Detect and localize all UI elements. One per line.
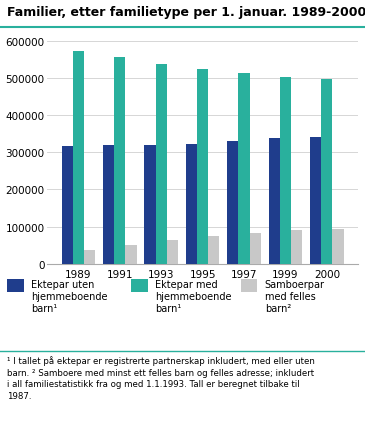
Bar xyxy=(167,241,178,264)
Bar xyxy=(103,146,114,264)
Bar xyxy=(186,144,197,264)
Bar xyxy=(310,137,321,264)
Text: Samboerpar
med felles
barn²: Samboerpar med felles barn² xyxy=(265,279,324,314)
Bar xyxy=(62,147,73,264)
Bar xyxy=(291,230,302,264)
Bar xyxy=(333,229,343,264)
Bar xyxy=(197,70,208,264)
Bar xyxy=(73,52,84,264)
Bar xyxy=(155,64,167,264)
Bar xyxy=(114,58,125,264)
Bar xyxy=(208,237,219,264)
Text: Ektepar uten
hjemmeboende
barn¹: Ektepar uten hjemmeboende barn¹ xyxy=(31,279,108,314)
Bar xyxy=(250,234,261,264)
Bar xyxy=(227,142,238,264)
Bar xyxy=(145,145,155,264)
Text: Familier, etter familietype per 1. januar. 1989-2000: Familier, etter familietype per 1. janua… xyxy=(7,6,365,19)
Bar xyxy=(238,73,250,264)
Bar xyxy=(280,78,291,264)
Bar xyxy=(269,139,280,264)
Text: ¹ I tallet på ektepar er registrerte partnerskap inkludert, med eller uten
barn.: ¹ I tallet på ektepar er registrerte par… xyxy=(7,356,315,400)
Bar xyxy=(84,250,95,264)
Bar xyxy=(125,245,137,264)
Bar xyxy=(321,80,333,264)
Text: Ektepar med
hjemmeboende
barn¹: Ektepar med hjemmeboende barn¹ xyxy=(155,279,232,314)
